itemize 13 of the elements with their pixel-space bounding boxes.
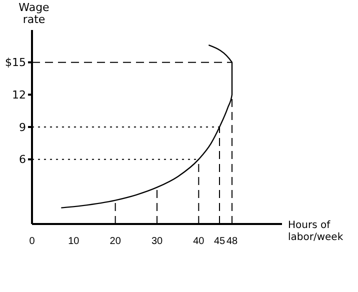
x-tick-label: 45 (214, 236, 226, 247)
y-axis-title: Wage rate (18, 1, 50, 26)
y-tick-label: $15 (5, 56, 26, 70)
x-axis-title: Hours of labor/week (288, 220, 344, 244)
x-tick-label: 48 (226, 236, 238, 247)
x-tick-label: 0 (29, 236, 36, 247)
x-tick-label: 10 (68, 236, 80, 247)
y-tick-label: 6 (19, 153, 26, 166)
x-tick-label: 20 (110, 236, 122, 247)
x-tick-label: 40 (193, 236, 205, 247)
y-tick-label: 12 (12, 88, 26, 102)
y-tick-label: 9 (19, 120, 26, 134)
x-tick-label: 30 (151, 236, 163, 247)
